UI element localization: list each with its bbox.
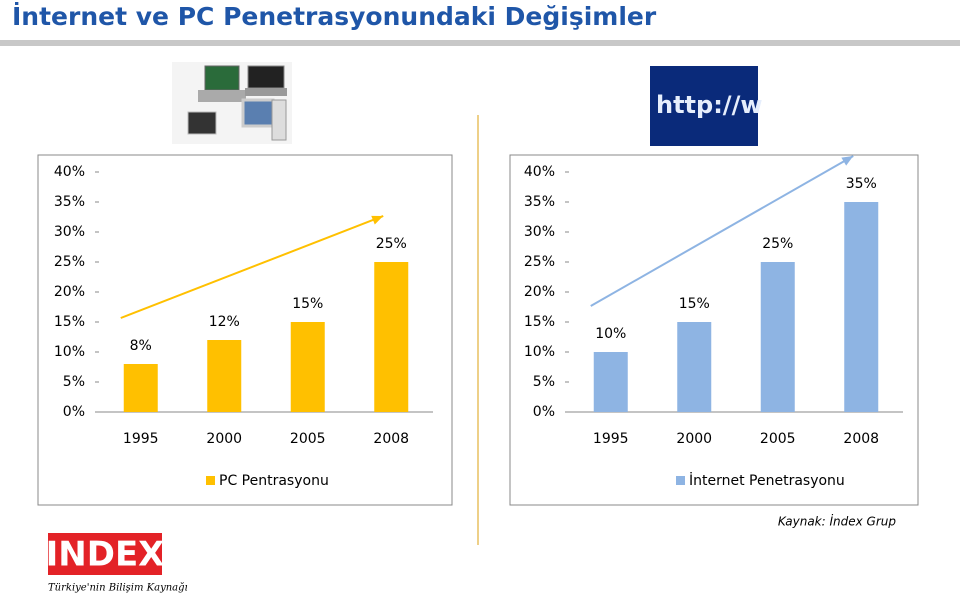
bar (123, 364, 158, 412)
bar (844, 202, 879, 412)
y-tick-label: 15% (54, 314, 85, 330)
bar (290, 322, 325, 412)
value-label: 25% (376, 236, 407, 252)
logo-name: INDEX (46, 535, 165, 575)
x-tick-label: 2000 (676, 431, 712, 447)
y-tick-label: 25% (524, 254, 555, 270)
y-tick-label: 15% (524, 314, 555, 330)
legend-swatch (676, 476, 685, 485)
logo: INDEX Türkiye'nin Bilişim Kaynağı (46, 533, 188, 594)
value-label: 15% (679, 296, 710, 312)
bar (374, 262, 409, 412)
legend-label: PC Pentrasyonu (219, 473, 329, 489)
bar (760, 262, 795, 412)
value-label: 12% (209, 314, 240, 330)
value-label: 35% (846, 176, 877, 192)
bar (677, 322, 712, 412)
x-tick-label: 2008 (373, 431, 409, 447)
legend-label: İnternet Penetrasyonu (689, 471, 845, 489)
y-tick-label: 20% (54, 284, 85, 300)
x-tick-label: 2005 (760, 431, 796, 447)
y-tick-label: 40% (54, 164, 85, 180)
y-tick-label: 5% (63, 374, 85, 390)
x-tick-label: 2000 (206, 431, 242, 447)
y-tick-label: 0% (63, 404, 85, 420)
bar (207, 340, 242, 412)
pc-icons (172, 62, 292, 144)
trend-arrowhead (371, 215, 384, 225)
value-label: 8% (130, 338, 152, 354)
y-tick-label: 20% (524, 284, 555, 300)
y-tick-label: 10% (54, 344, 85, 360)
x-tick-label: 1995 (593, 431, 629, 447)
bar (593, 352, 628, 412)
y-tick-label: 40% (524, 164, 555, 180)
value-label: 10% (595, 326, 626, 342)
svg-text:http://w: http://w (656, 91, 763, 119)
value-label: 15% (292, 296, 323, 312)
source: Kaynak: İndex Grup (778, 514, 897, 529)
slide-title: İnternet ve PC Penetrasyonundaki Değişim… (12, 1, 657, 31)
y-tick-label: 5% (533, 374, 555, 390)
y-tick-label: 0% (533, 404, 555, 420)
legend-swatch (206, 476, 215, 485)
y-tick-label: 30% (54, 224, 85, 240)
chart-frame (509, 154, 919, 506)
y-tick-label: 35% (54, 194, 85, 210)
http-image: http://w (650, 66, 763, 146)
y-tick-label: 25% (54, 254, 85, 270)
value-label: 25% (762, 236, 793, 252)
y-tick-label: 10% (524, 344, 555, 360)
logo-tagline: Türkiye'nin Bilişim Kaynağı (48, 583, 188, 594)
chart-frame (37, 154, 453, 506)
trend-arrow (590, 155, 854, 307)
x-tick-label: 1995 (123, 431, 159, 447)
trend-arrow (120, 215, 384, 319)
x-tick-label: 2005 (290, 431, 326, 447)
y-tick-label: 30% (524, 224, 555, 240)
x-tick-label: 2008 (843, 431, 879, 447)
y-tick-label: 35% (524, 194, 555, 210)
title-rule (0, 40, 960, 46)
trend-arrowhead (841, 156, 854, 166)
